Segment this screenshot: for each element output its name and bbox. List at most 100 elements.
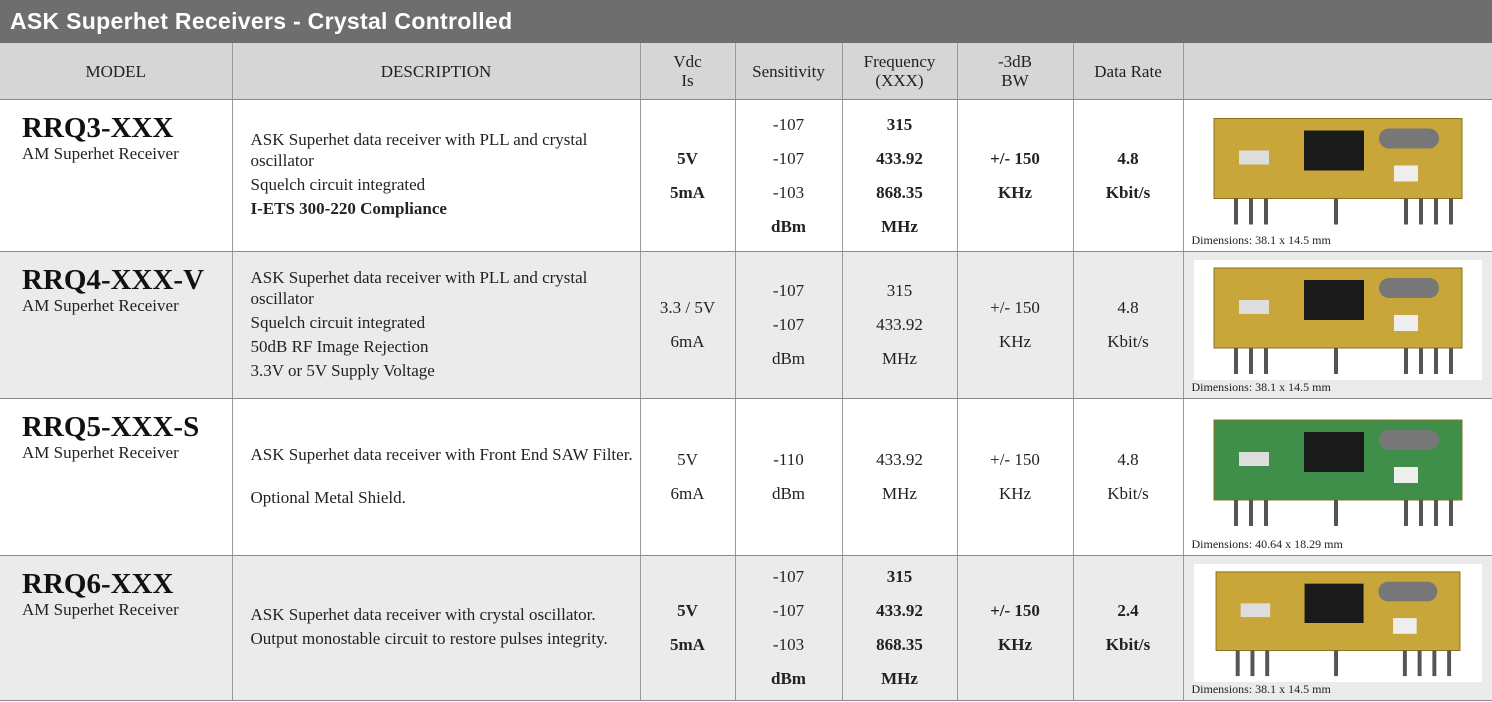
pin [1334, 500, 1338, 526]
value-line: 5V [641, 142, 735, 176]
model-name: RRQ6-XXX [0, 568, 232, 600]
pin [1419, 500, 1423, 526]
value-line: KHz [958, 325, 1073, 359]
column-header: Data Rate [1073, 43, 1183, 100]
value-line: -110 [736, 443, 842, 477]
value-line: +/- 150 [958, 443, 1073, 477]
pcb-illustration [1194, 260, 1482, 380]
value-line: 3.3 / 5V [641, 291, 735, 325]
description: ASK Superhet data receiver with PLL and … [233, 267, 640, 381]
product-photo [1194, 260, 1482, 380]
column-header: Sensitivity [735, 43, 842, 100]
description-line: 50dB RF Image Rejection [251, 336, 640, 357]
value-line: Kbit/s [1074, 176, 1183, 210]
image-cell: Dimensions: 38.1 x 14.5 mm [1183, 556, 1492, 701]
product-photo [1194, 108, 1482, 233]
value-line: +/- 150 [958, 594, 1073, 628]
product-photo [1194, 564, 1482, 682]
column-header: Vdc Is [640, 43, 735, 100]
value-line: -107 [736, 142, 842, 176]
model-name: RRQ4-XXX-V [0, 264, 232, 296]
model-subtitle: AM Superhet Receiver [0, 443, 232, 463]
description-line: 3.3V or 5V Supply Voltage [251, 360, 640, 381]
value-line: KHz [958, 477, 1073, 511]
value-line: KHz [958, 176, 1073, 210]
value-line: 4.8 [1074, 291, 1183, 325]
description: ASK Superhet data receiver with PLL and … [233, 129, 640, 219]
value-line: 433.92 [843, 142, 957, 176]
model-name: RRQ5-XXX-S [0, 411, 232, 443]
value-line: MHz [843, 342, 957, 376]
column-header-blank [1183, 43, 1492, 100]
pin [1417, 651, 1421, 677]
pin [1249, 348, 1253, 374]
dimensions: Dimensions: 38.1 x 14.5 mm [1192, 233, 1331, 248]
pcb-illustration [1194, 108, 1482, 233]
pin [1447, 651, 1451, 677]
value-line: 2.4 [1074, 594, 1183, 628]
pin [1419, 348, 1423, 374]
value-line: 868.35 [843, 628, 957, 662]
value-line: 4.8 [1074, 142, 1183, 176]
description-line: ASK Superhet data receiver with Front En… [251, 444, 640, 465]
value-line: MHz [843, 210, 957, 244]
pin [1234, 348, 1238, 374]
description-cell: ASK Superhet data receiver with Front En… [232, 399, 640, 556]
chip [1304, 584, 1363, 623]
dimensions: Dimensions: 38.1 x 14.5 mm [1192, 380, 1331, 395]
crystal [1379, 430, 1439, 450]
value-line: +/- 150 [958, 142, 1073, 176]
crystal [1379, 129, 1439, 149]
value-line: 6mA [641, 325, 735, 359]
value-line: 5mA [641, 628, 735, 662]
pin [1434, 500, 1438, 526]
pin [1235, 651, 1239, 677]
value-line: 433.92 [843, 594, 957, 628]
component [1394, 166, 1418, 182]
pin [1334, 651, 1338, 677]
pin [1234, 500, 1238, 526]
description-cell: ASK Superhet data receiver with crystal … [232, 556, 640, 701]
pin [1334, 348, 1338, 374]
value-line: 5mA [641, 176, 735, 210]
table-body: RRQ3-XXX AM Superhet Receiver ASK Superhet… [0, 100, 1492, 701]
value-line: 5V [641, 594, 735, 628]
description-line: I-ETS 300-220 Compliance [251, 198, 640, 219]
model-name: RRQ3-XXX [0, 112, 232, 144]
pin [1449, 348, 1453, 374]
pin [1250, 651, 1254, 677]
value-line: Kbit/s [1074, 477, 1183, 511]
description-line: ASK Superhet data receiver with PLL and … [251, 129, 640, 171]
value-line: 433.92 [843, 308, 957, 342]
chip [1304, 131, 1364, 171]
crystal [1379, 278, 1439, 298]
component [1239, 300, 1269, 314]
value-line: dBm [736, 662, 842, 696]
pcb-illustration [1194, 564, 1482, 682]
value-line: 315 [843, 560, 957, 594]
description: ASK Superhet data receiver with crystal … [233, 604, 640, 649]
dimensions: Dimensions: 40.64 x 18.29 mm [1192, 537, 1343, 552]
value-line: 433.92 [843, 443, 957, 477]
value-line: -103 [736, 628, 842, 662]
pin [1432, 651, 1436, 677]
description: ASK Superhet data receiver with Front En… [233, 444, 640, 508]
